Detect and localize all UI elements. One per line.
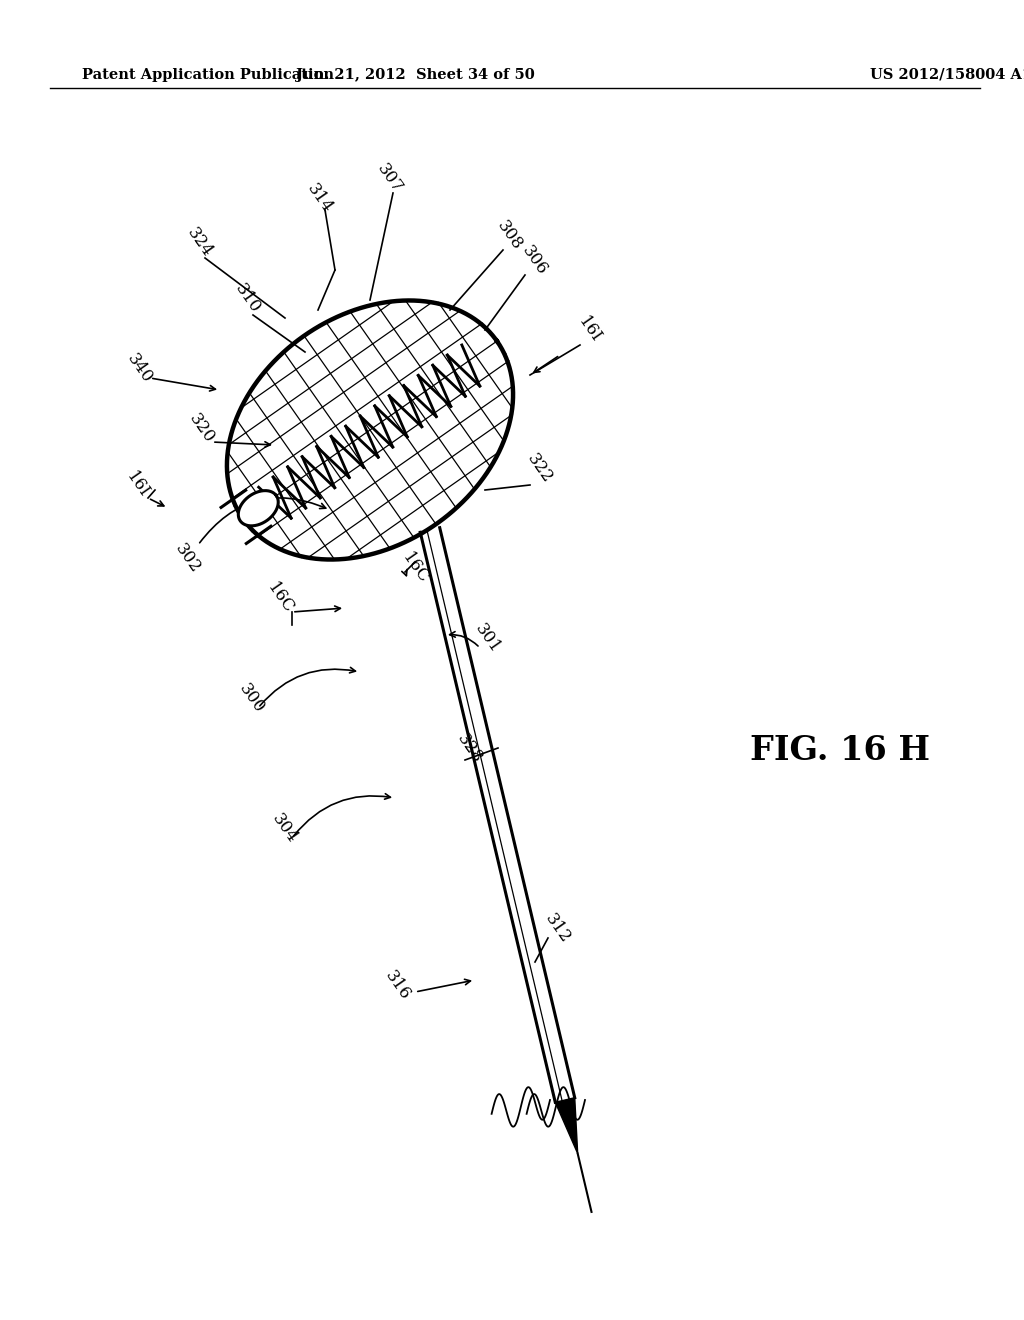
Text: 16I: 16I — [123, 469, 153, 502]
Text: 310: 310 — [231, 280, 264, 315]
Polygon shape — [420, 528, 574, 1102]
Text: 322: 322 — [524, 450, 556, 486]
Polygon shape — [239, 491, 279, 525]
Text: 320: 320 — [186, 411, 218, 446]
Text: 340: 340 — [124, 350, 156, 385]
Polygon shape — [227, 301, 513, 560]
Text: 312: 312 — [542, 909, 574, 946]
Text: 328: 328 — [454, 730, 486, 766]
Text: 302: 302 — [172, 540, 204, 576]
Text: US 2012/158004 A1: US 2012/158004 A1 — [870, 69, 1024, 82]
Text: 307: 307 — [374, 160, 407, 195]
Text: 300: 300 — [236, 680, 268, 715]
Text: 16C: 16C — [398, 549, 432, 586]
Text: 306: 306 — [519, 242, 551, 279]
Text: Jun. 21, 2012  Sheet 34 of 50: Jun. 21, 2012 Sheet 34 of 50 — [296, 69, 535, 82]
Text: 314: 314 — [304, 180, 336, 216]
Text: 316: 316 — [382, 968, 414, 1003]
Text: 16C: 16C — [263, 579, 297, 616]
Text: 301: 301 — [472, 620, 504, 656]
Text: 16I: 16I — [575, 314, 605, 346]
Text: 308: 308 — [494, 216, 526, 253]
Text: 304: 304 — [269, 810, 301, 846]
Text: FIG. 16 H: FIG. 16 H — [750, 734, 930, 767]
Text: 324: 324 — [184, 224, 216, 260]
Polygon shape — [555, 1098, 578, 1154]
Text: Patent Application Publication: Patent Application Publication — [82, 69, 334, 82]
